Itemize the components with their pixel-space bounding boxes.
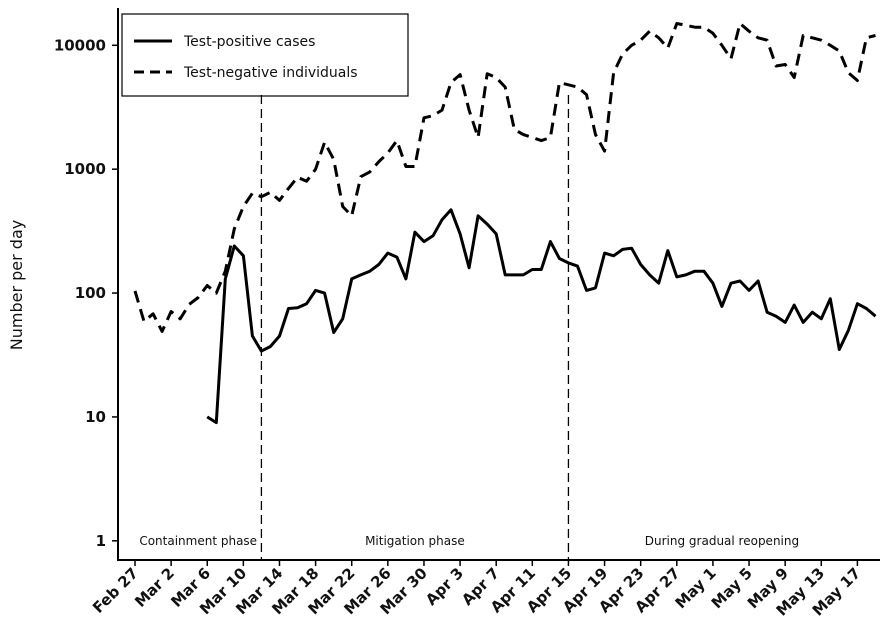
phase-label: Containment phase (139, 534, 257, 548)
y-tick-label: 100 (75, 284, 106, 302)
legend-label: Test-positive cases (183, 34, 315, 50)
phase-label: Mitigation phase (365, 534, 465, 548)
x-tick-label: Feb 27 (89, 564, 142, 617)
y-tick-label: 1 (96, 532, 106, 550)
y-tick-label: 1000 (64, 160, 106, 178)
legend-box (121, 13, 409, 97)
x-tick-label: Mar 2 (131, 564, 178, 611)
series-line (133, 22, 876, 333)
series-line (206, 208, 877, 425)
phase-label: During gradual reopening (645, 534, 799, 548)
y-axis-label: Number per day (7, 220, 26, 350)
legend-label: Test-negative individuals (183, 65, 358, 81)
y-tick-label: 10 (85, 408, 106, 426)
x-tick-label: Apr 3 (422, 564, 467, 609)
y-tick-label: 10000 (54, 36, 106, 54)
